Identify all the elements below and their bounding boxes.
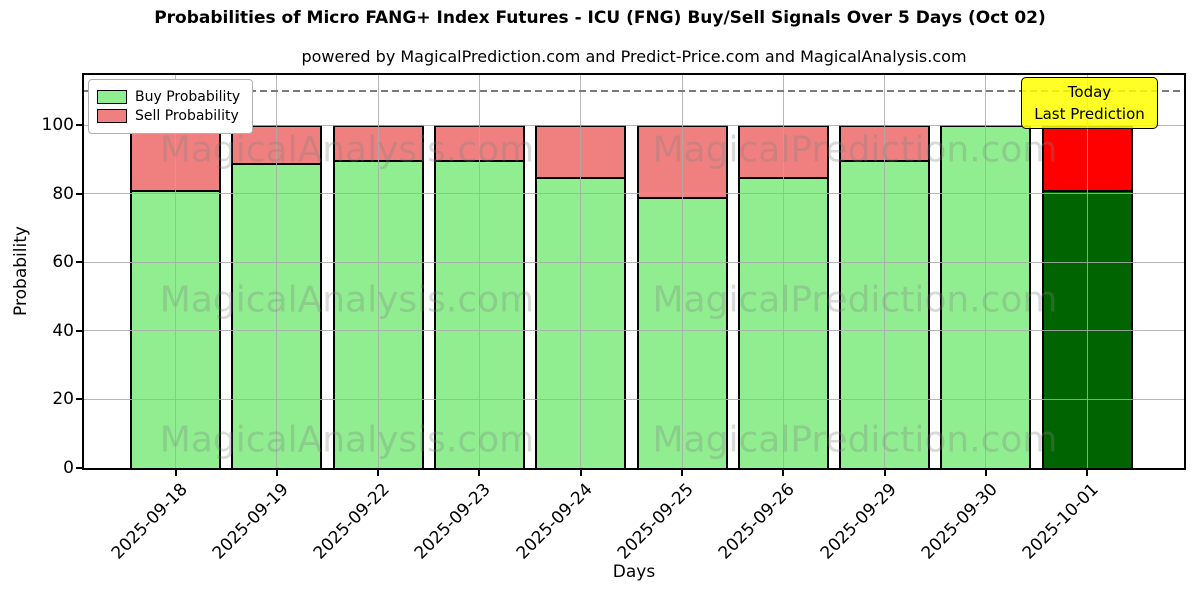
watermark-text: MagicalAnalysis.com xyxy=(159,129,535,171)
dashed-threshold-line xyxy=(84,90,1184,93)
horizontal-gridline xyxy=(84,398,1184,400)
x-tick-label: 2025-10-01 xyxy=(1018,479,1103,564)
y-tick-label: 100 xyxy=(41,115,74,136)
x-tick-mark xyxy=(681,470,683,476)
watermark-text: MagicalPrediction.com xyxy=(652,419,1058,461)
x-axis-label: Days xyxy=(612,562,656,582)
annotation-line-2: Last Prediction xyxy=(1034,105,1145,123)
x-tick-label: 2025-09-24 xyxy=(512,479,597,564)
watermark-text: MagicalPrediction.com xyxy=(652,279,1058,321)
legend-label-buy: Buy Probability xyxy=(135,89,241,105)
vertical-gridline xyxy=(377,75,379,468)
x-tick-label: 2025-09-29 xyxy=(816,479,901,564)
horizontal-gridline xyxy=(84,124,1184,126)
x-tick-mark xyxy=(377,470,380,476)
watermark-text: MagicalAnalysis.com xyxy=(159,279,535,321)
plot-area: MagicalAnalysis.com MagicalPrediction.com… xyxy=(82,73,1186,470)
chart-subtitle: powered by MagicalPrediction.com and Pre… xyxy=(301,47,967,66)
y-tick-label: 0 xyxy=(63,458,74,478)
horizontal-gridline xyxy=(84,330,1184,332)
vertical-gridline xyxy=(580,75,582,468)
x-tick-mark xyxy=(275,470,278,476)
vertical-gridline xyxy=(175,75,176,468)
horizontal-gridline xyxy=(84,261,1184,263)
x-tick-mark xyxy=(984,470,987,476)
vertical-gridline xyxy=(1086,75,1088,468)
y-tick-label: 80 xyxy=(52,183,74,204)
x-tick-mark xyxy=(883,470,886,476)
annotation-line-1: Today xyxy=(1067,83,1112,101)
x-tick-mark xyxy=(174,470,177,476)
legend-item-sell: Sell Probability xyxy=(97,108,240,124)
sell-color-swatch xyxy=(97,109,127,123)
watermark-text: MagicalPrediction.com xyxy=(652,129,1058,171)
today-annotation-box: Today Last Prediction xyxy=(1021,77,1158,129)
legend-box: Buy Probability Sell Probability xyxy=(88,79,254,134)
vertical-gridline xyxy=(985,75,987,468)
x-tick-mark xyxy=(1086,470,1089,476)
watermark-text: MagicalAnalysis.com xyxy=(159,419,535,461)
vertical-gridline xyxy=(276,75,278,468)
y-axis-label: Probability xyxy=(11,226,31,316)
legend-item-buy: Buy Probability xyxy=(97,89,240,105)
buy-color-swatch xyxy=(97,90,127,104)
vertical-gridline xyxy=(681,75,683,468)
legend-label-sell: Sell Probability xyxy=(135,108,239,124)
x-tick-label: 2025-09-18 xyxy=(107,479,192,564)
y-tick-label: 20 xyxy=(52,389,74,410)
x-tick-label: 2025-09-30 xyxy=(917,479,1002,564)
vertical-gridline xyxy=(478,75,480,468)
vertical-gridline xyxy=(884,75,886,468)
x-tick-label: 2025-09-25 xyxy=(613,479,698,564)
x-tick-label: 2025-09-22 xyxy=(309,479,394,564)
x-tick-mark xyxy=(579,470,582,476)
y-tick-label: 40 xyxy=(52,320,74,341)
vertical-gridline xyxy=(782,75,784,468)
x-tick-label: 2025-09-26 xyxy=(715,479,800,564)
horizontal-gridline xyxy=(84,193,1184,195)
x-tick-mark xyxy=(478,470,481,476)
x-tick-label: 2025-09-19 xyxy=(208,479,293,564)
x-tick-label: 2025-09-23 xyxy=(411,479,496,564)
chart-title: Probabilities of Micro FANG+ Index Futur… xyxy=(154,8,1046,28)
x-tick-mark xyxy=(782,470,785,476)
